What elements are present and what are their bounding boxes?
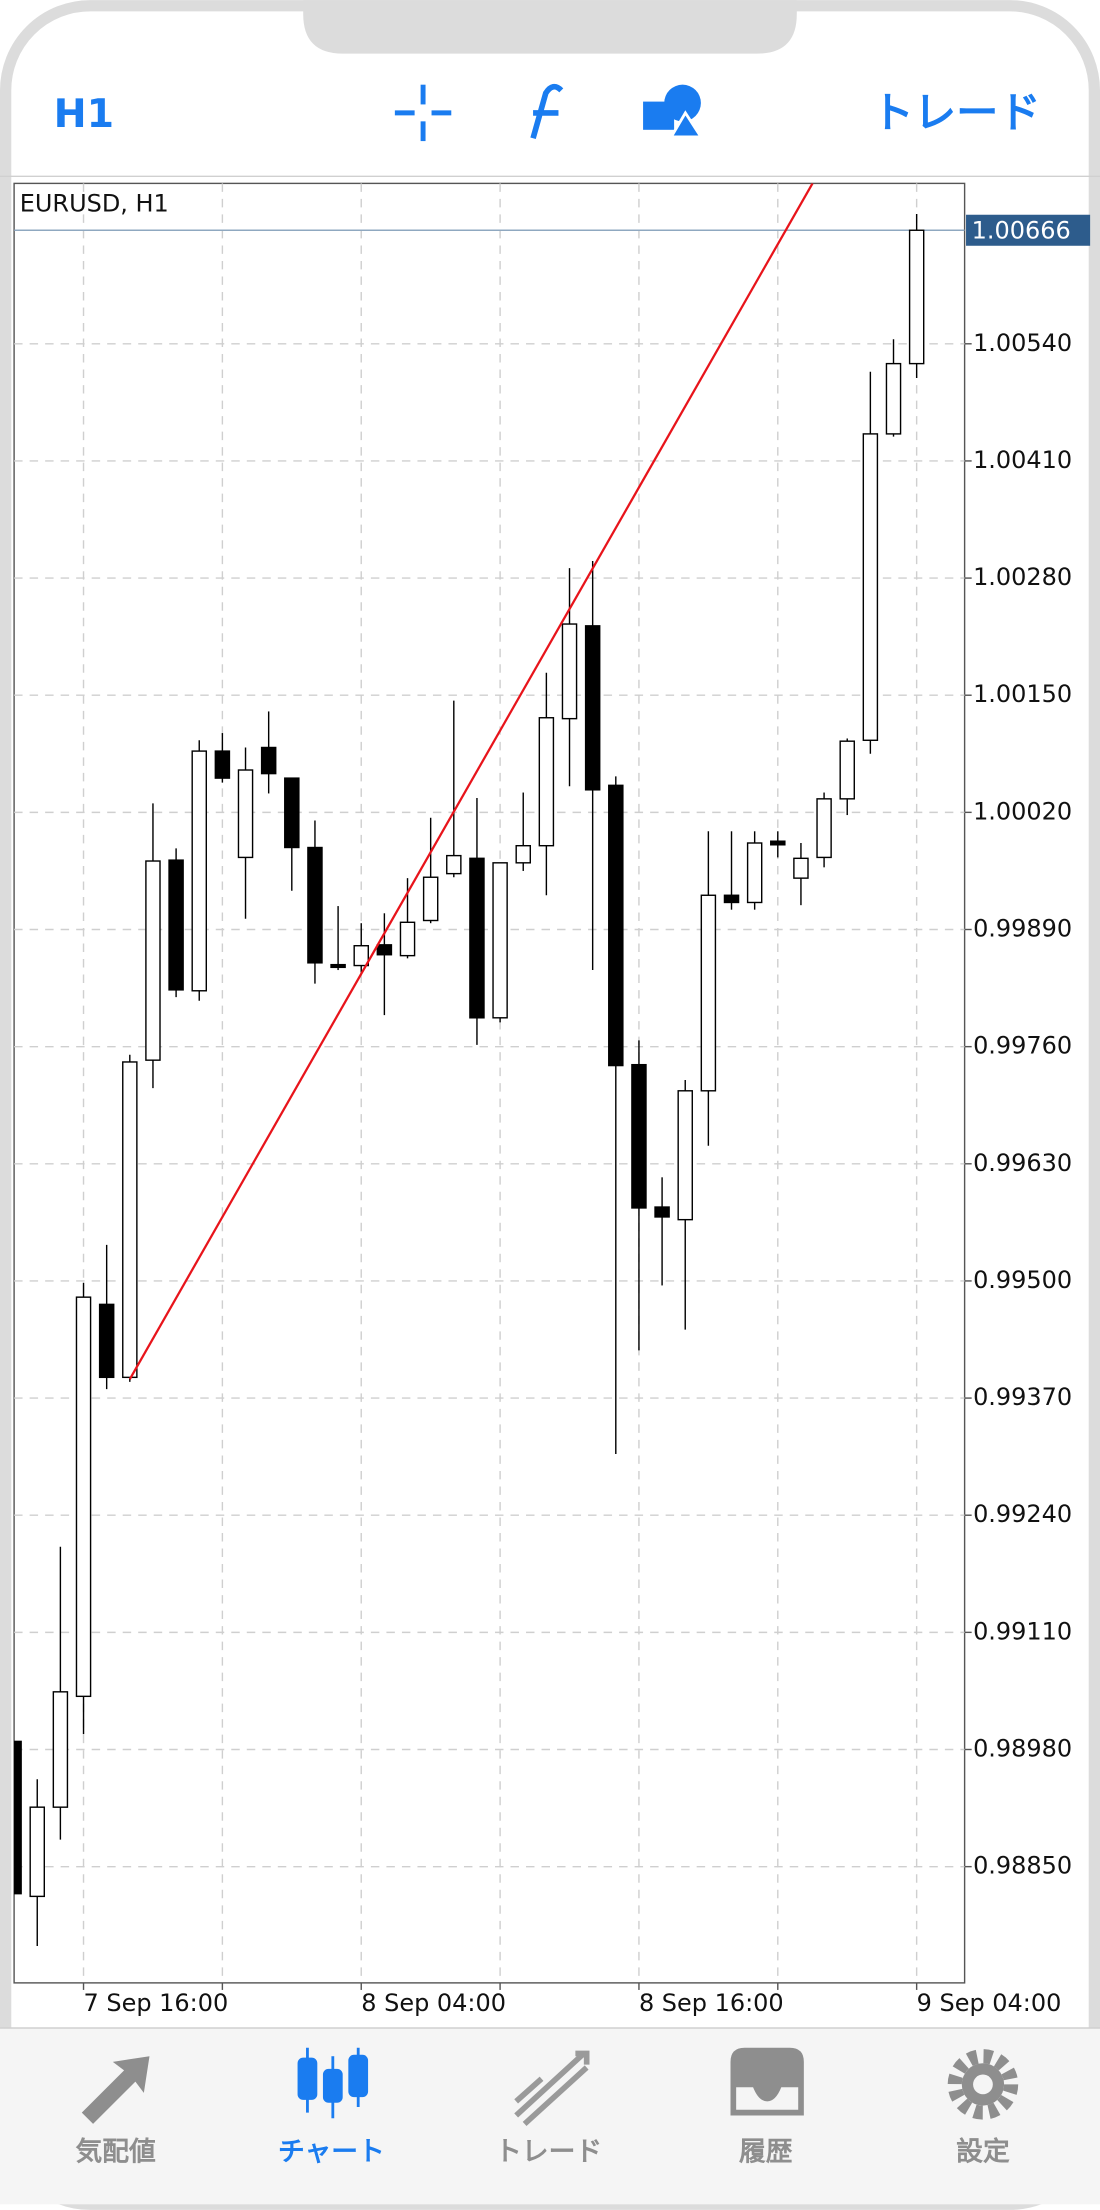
tab-labels: 気配値 チャート トレード 履歴 設定 — [75, 2136, 1009, 2168]
trend-line — [128, 183, 814, 1380]
x-tick-label: 7 Sep 16:00 — [84, 1989, 229, 2017]
y-tick-label: 0.98850 — [973, 1852, 1072, 1880]
objects-icon[interactable] — [643, 84, 704, 139]
plot — [14, 183, 965, 1946]
candle-body — [469, 857, 485, 1019]
last-price-box — [966, 214, 1091, 246]
candle-body — [122, 1061, 138, 1379]
y-tick-label: 0.99240 — [973, 1500, 1072, 1528]
chart-tab-icon[interactable] — [297, 2047, 369, 2119]
crosshair-icon[interactable] — [394, 84, 452, 142]
candle-body — [29, 1806, 46, 1898]
candle-body — [75, 1296, 92, 1698]
candle-body — [260, 746, 277, 775]
candle-body — [677, 1090, 693, 1221]
y-tick-label: 0.99370 — [973, 1383, 1072, 1411]
notch — [303, 0, 797, 54]
candle-body — [654, 1206, 670, 1218]
trade-button[interactable]: トレード — [872, 88, 1041, 137]
candle-body — [908, 229, 925, 365]
y-tick-label: 0.99630 — [973, 1149, 1072, 1177]
x-tick-label: 9 Sep 04:00 — [917, 1989, 1062, 2017]
candle-body — [214, 750, 231, 779]
indicator-icon[interactable] — [530, 83, 564, 140]
candle-body — [492, 862, 508, 1019]
settings-tab-icon[interactable] — [947, 2049, 1019, 2120]
candle-body — [862, 433, 879, 741]
candle-body — [538, 717, 555, 847]
trade-tab-icon[interactable] — [514, 2050, 590, 2126]
chart: 0.98850 0.98980 0.99110 0.99240 0.99370 0.995… — [13, 182, 1091, 2017]
y-tick-label: 0.99500 — [973, 1266, 1072, 1294]
y-tick-label: 0.98980 — [973, 1735, 1072, 1763]
x-tick-label: 8 Sep 04:00 — [361, 1989, 506, 2017]
candle-body — [168, 859, 184, 991]
candle-body — [723, 894, 740, 904]
y-tick-label: 1.00410 — [973, 446, 1072, 474]
tab-label[interactable]: 履歴 — [739, 2137, 793, 2168]
candle-body — [237, 769, 254, 859]
candle-body — [746, 842, 763, 904]
y-tick-label: 1.00020 — [973, 797, 1072, 825]
y-tick-label: 1.00540 — [973, 329, 1072, 357]
candle-body — [584, 625, 601, 791]
candle-body — [330, 963, 346, 969]
chart-title: EURUSD, H1 — [20, 190, 169, 218]
candle-body — [284, 777, 300, 849]
y-tick-label: 1.00280 — [973, 563, 1072, 591]
candle-body — [353, 945, 369, 967]
tab-label[interactable]: 設定 — [956, 2136, 1010, 2168]
candle-body — [839, 740, 855, 800]
y-tick-label: 1.00150 — [973, 680, 1072, 708]
quotes-icon[interactable] — [81, 2056, 150, 2124]
candle-body — [515, 844, 531, 864]
candle-body — [793, 857, 809, 879]
candle-body — [98, 1303, 115, 1379]
y-tick-label: 0.99890 — [973, 915, 1072, 943]
candle-body — [885, 362, 902, 435]
candle-body — [446, 854, 462, 875]
candle-body — [816, 798, 832, 859]
candle-body — [608, 784, 624, 1067]
tab-label[interactable]: トレード — [495, 2137, 602, 2168]
plot-area — [13, 182, 966, 1984]
history-tab-icon[interactable] — [730, 2047, 804, 2116]
x-tick-label: 8 Sep 16:00 — [639, 1989, 784, 2017]
candle-body — [422, 876, 439, 922]
candle-body — [307, 846, 323, 964]
candle-body — [770, 840, 786, 846]
timeframe-button[interactable]: H1 — [54, 91, 115, 137]
y-tick-label: 0.99110 — [973, 1617, 1072, 1645]
y-tick-label: 0.99760 — [973, 1032, 1072, 1060]
candle-body — [561, 623, 578, 720]
candle-body — [631, 1063, 647, 1209]
last-price-label: 1.00666 — [972, 217, 1071, 245]
tab-label[interactable]: チャート — [278, 2137, 385, 2168]
candle-body — [145, 860, 161, 1061]
candle-body — [52, 1691, 69, 1808]
candle-body — [700, 894, 717, 1092]
candle-body — [191, 750, 207, 992]
tab-label[interactable]: 気配値 — [75, 2136, 156, 2168]
candle-body — [14, 1740, 22, 1895]
tab-bar — [0, 2028, 1100, 2205]
candle-body — [399, 921, 416, 957]
candle-body — [376, 944, 393, 956]
